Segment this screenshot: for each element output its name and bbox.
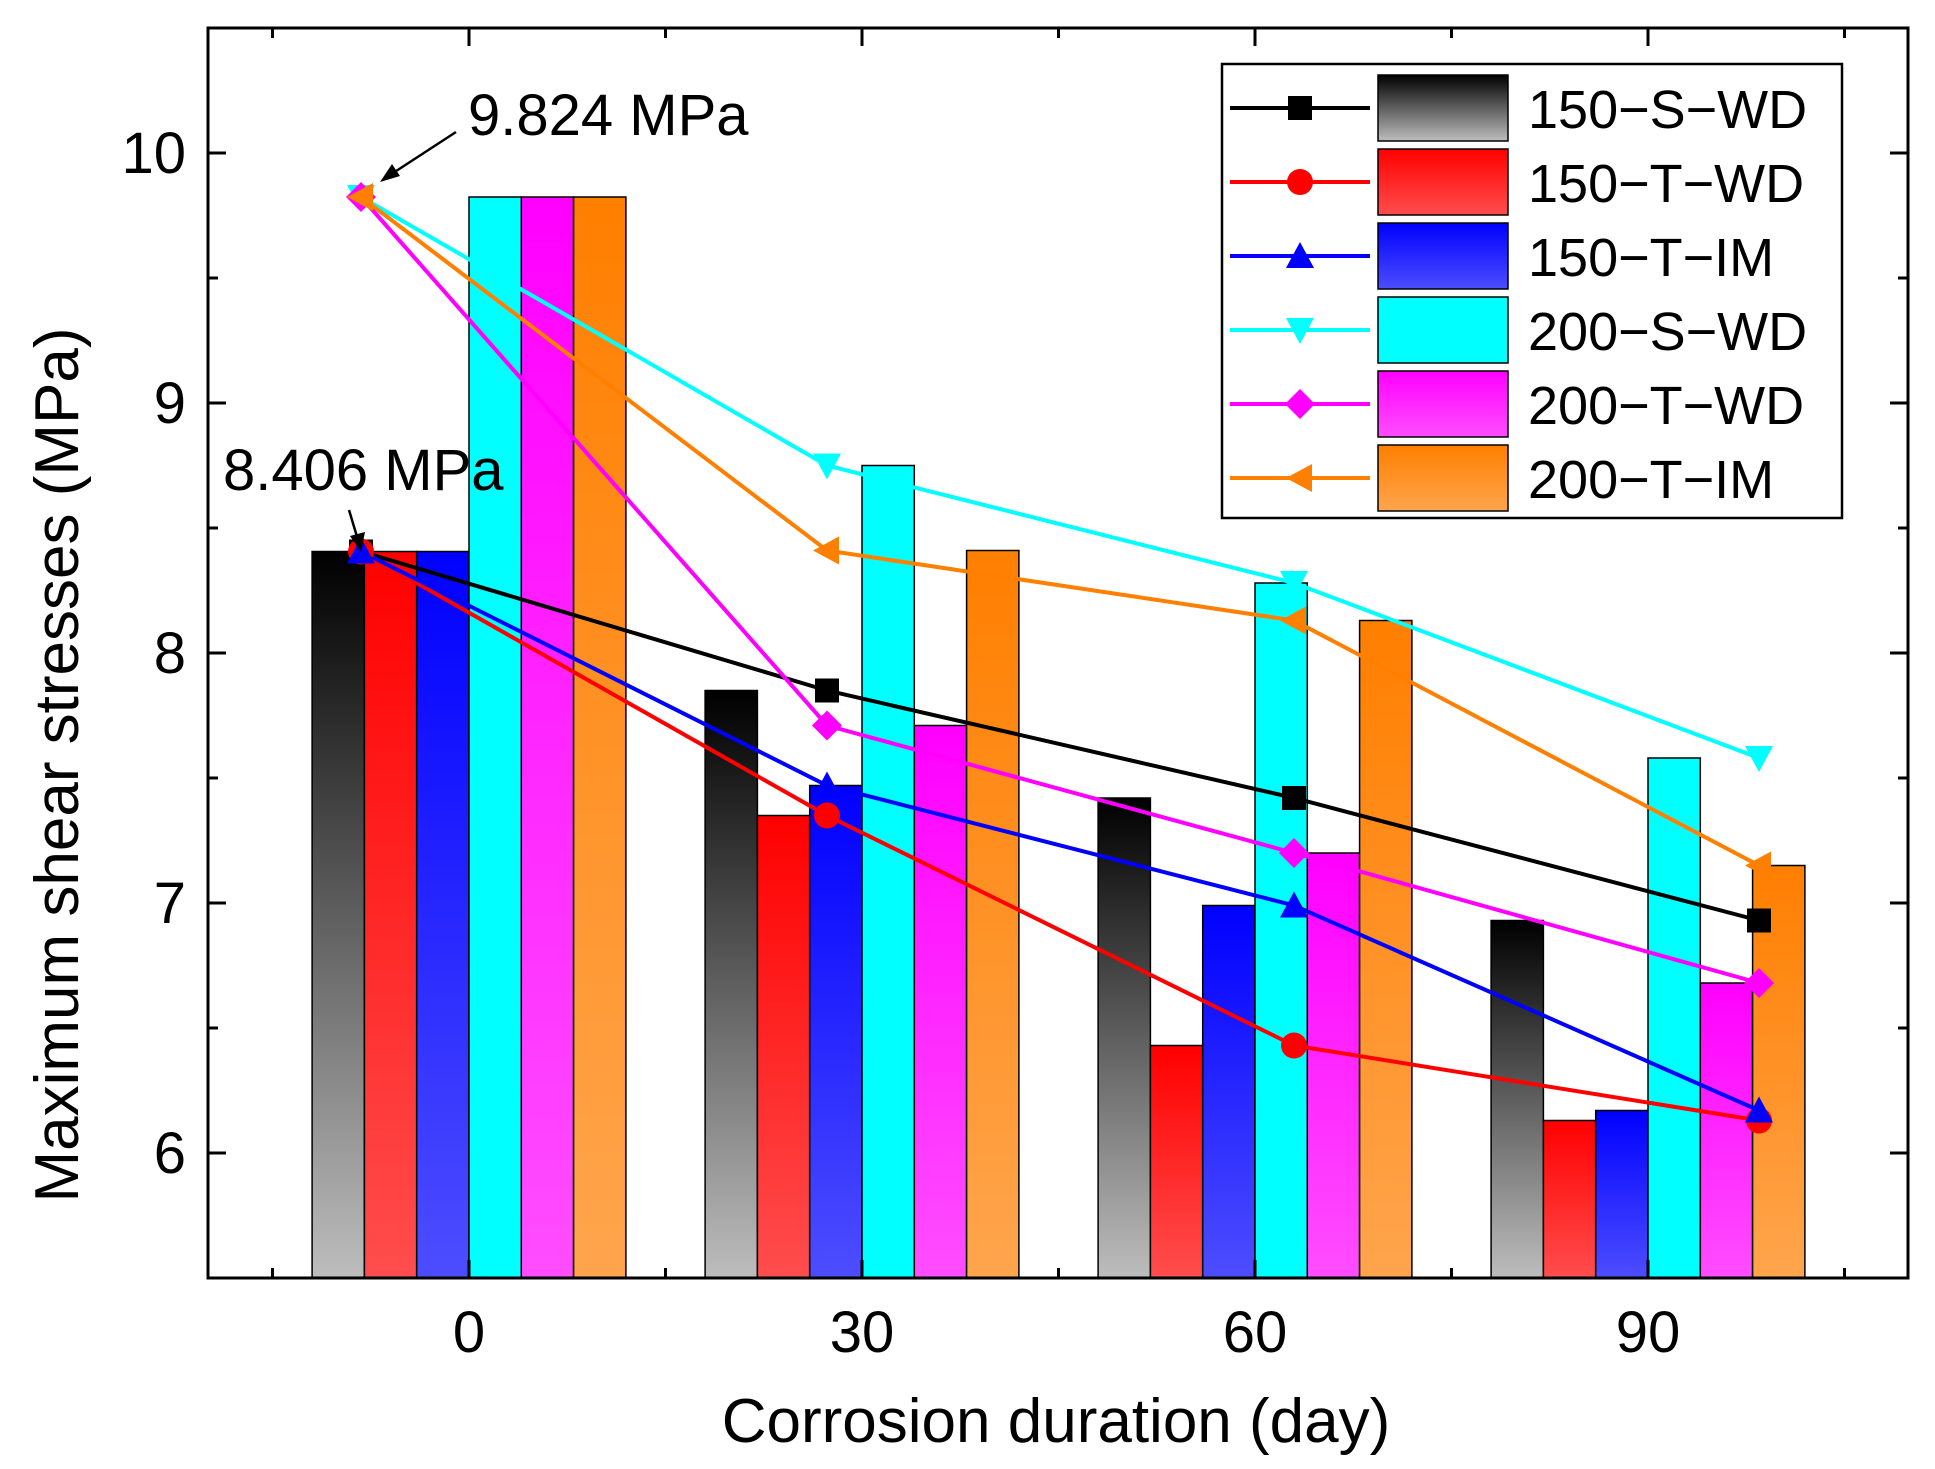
- x-tick-label: 30: [830, 1300, 895, 1365]
- legend-swatch-1: [1377, 148, 1509, 216]
- y-tick-label: 10: [121, 121, 186, 186]
- bar-4-0: [520, 196, 575, 1279]
- legend-box: [1220, 62, 1844, 520]
- bar-4-3: [1699, 982, 1754, 1279]
- legend-swatch-2: [1377, 222, 1509, 290]
- bar-2-2: [1201, 904, 1256, 1279]
- bar-1-2: [1149, 1044, 1204, 1279]
- bar-5-3: [1751, 864, 1806, 1279]
- annotation-arrowhead-1: [380, 164, 400, 182]
- series-line-4: [359, 195, 1760, 985]
- point-5-2: [1280, 606, 1306, 635]
- bars-layer: [311, 196, 1806, 1279]
- y-tick-label: 6: [154, 1121, 186, 1186]
- series-line-2: [360, 549, 1760, 1113]
- series-line-0: [360, 549, 1760, 923]
- point-5-3: [1745, 851, 1771, 880]
- bar-3-3: [1647, 757, 1702, 1279]
- legend-marker-4: [1285, 389, 1315, 419]
- legend-swatch-5: [1377, 444, 1509, 512]
- bar-1-0: [363, 550, 418, 1279]
- bar-5-2: [1358, 619, 1413, 1279]
- axes-layer: 6 7 8 9 10 0 30 60 90: [121, 26, 1910, 1365]
- bar-3-2: [1254, 582, 1309, 1279]
- legend-swatch-4: [1377, 370, 1509, 438]
- bar-1-1: [756, 814, 811, 1279]
- point-0-2: [1282, 786, 1306, 810]
- bar-3-1: [861, 464, 916, 1279]
- y-axis-label: Maximum shear stresses (MPa): [23, 327, 92, 1202]
- x-axis-label: Corrosion duration (day): [722, 1387, 1391, 1456]
- point-1-2: [1281, 1032, 1307, 1059]
- annotation-arrowhead-2: [350, 532, 365, 552]
- point-5-0: [347, 183, 373, 211]
- annotation-label-2: 8.406 MPa: [223, 438, 504, 503]
- y-tick-label: 9: [154, 371, 186, 436]
- bar-5-1: [965, 549, 1020, 1279]
- point-0-3: [1747, 908, 1771, 933]
- point-3-1: [813, 453, 841, 480]
- bar-3-0: [468, 196, 523, 1279]
- legend: 150−S−WD 150−T−WD 150−T−IM 200−S−WD 200−T−WD…: [1220, 62, 1844, 520]
- lines-layer: [346, 182, 1774, 1134]
- x-tick-label: 60: [1223, 1300, 1288, 1365]
- bar-0-2: [1097, 797, 1152, 1279]
- point-2-3: [1745, 1096, 1773, 1123]
- point-0-1: [815, 678, 839, 703]
- annotation-label-1: 9.824 MPa: [468, 83, 749, 148]
- legend-swatch-0: [1377, 74, 1509, 142]
- bar-5-0: [572, 196, 627, 1279]
- legend-label-1: 150−T−WD: [1528, 154, 1804, 214]
- point-4-1: [812, 710, 842, 741]
- legend-label-2: 150−T−IM: [1528, 228, 1774, 288]
- point-5-1: [813, 536, 839, 565]
- legend-label-5: 200−T−IM: [1528, 450, 1774, 510]
- point-3-3: [1745, 746, 1773, 772]
- legend-marker-2: [1286, 242, 1314, 268]
- point-4-2: [1279, 838, 1309, 868]
- series-line-5: [359, 195, 1760, 868]
- bar-2-1: [808, 784, 863, 1279]
- bar-0-0: [311, 550, 366, 1279]
- point-4-3: [1744, 968, 1774, 998]
- legend-swatch-3: [1377, 296, 1509, 364]
- annotations: 9.824 MPa 8.406 MPa: [223, 83, 749, 552]
- legend-marker-1: [1287, 169, 1313, 195]
- legend-label-4: 200−T−WD: [1528, 376, 1804, 436]
- bar-2-3: [1594, 1109, 1649, 1279]
- point-2-1: [813, 771, 841, 798]
- annotation-arrow-1: [389, 130, 457, 177]
- point-2-2: [1280, 891, 1308, 918]
- y-tick-label: 7: [154, 871, 186, 936]
- x-tick-label: 90: [1616, 1300, 1681, 1365]
- bar-0-1: [704, 689, 759, 1279]
- bar-2-0: [415, 550, 470, 1279]
- legend-marker-0: [1288, 96, 1312, 120]
- x-tick-label: 0: [453, 1300, 485, 1365]
- bar-0-3: [1490, 919, 1545, 1279]
- legend-marker-5: [1286, 464, 1312, 492]
- legend-label-3: 200−S−WD: [1528, 302, 1807, 362]
- point-3-2: [1280, 571, 1308, 597]
- series-line-1: [360, 549, 1760, 1123]
- legend-marker-3: [1286, 318, 1314, 344]
- point-1-1: [814, 802, 840, 829]
- y-tick-label: 8: [154, 621, 186, 686]
- legend-label-0: 150−S−WD: [1528, 80, 1807, 140]
- bar-1-3: [1542, 1119, 1597, 1279]
- series-line-3: [360, 195, 1760, 760]
